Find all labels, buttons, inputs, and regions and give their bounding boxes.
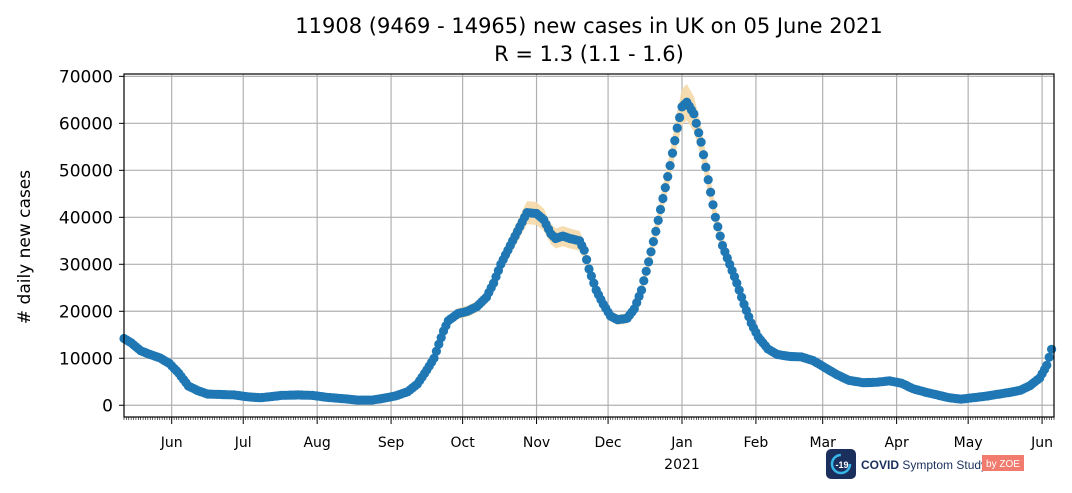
data-point — [706, 187, 716, 197]
data-point — [672, 123, 682, 133]
data-point — [1042, 360, 1052, 370]
y-tick-label: 20000 — [59, 302, 113, 322]
data-point — [663, 172, 673, 182]
gridlines — [124, 74, 1054, 417]
y-tick-label: 50000 — [59, 161, 113, 181]
x-tick-label: Jan — [670, 435, 693, 451]
logo-badge-text: -19 — [835, 460, 848, 470]
data-point — [431, 346, 441, 356]
data-point — [582, 255, 592, 265]
x-tick-label: Apr — [884, 435, 908, 451]
y-tick-label: 0 — [102, 396, 113, 416]
data-point — [660, 183, 670, 193]
data-point — [696, 137, 706, 147]
logo-badge — [826, 449, 856, 479]
data-point — [1047, 344, 1057, 354]
data-point — [689, 109, 699, 119]
data-point — [646, 247, 656, 257]
x-tick-label: Dec — [595, 435, 622, 451]
y-tick-label: 30000 — [59, 255, 113, 275]
data-point — [653, 215, 663, 225]
data-point — [715, 231, 725, 241]
data-point — [675, 112, 685, 123]
data-points — [119, 97, 1057, 405]
data-point — [698, 150, 709, 160]
data-point — [579, 245, 589, 255]
x-year-label: 2021 — [664, 457, 700, 473]
covid-symptom-study-logo: -19 COVID Symptom Study by ZOE — [826, 449, 1024, 479]
data-point — [651, 226, 661, 236]
data-point — [710, 212, 721, 222]
data-point — [648, 237, 659, 247]
data-point — [703, 175, 713, 185]
logo-partner: by ZOE — [986, 459, 1020, 470]
data-point — [429, 353, 439, 363]
x-tick-label: Nov — [523, 435, 550, 451]
data-point — [734, 285, 744, 295]
data-point — [713, 222, 723, 232]
data-point — [584, 264, 594, 274]
data-point — [639, 276, 649, 286]
x-tick-label: Jun — [1030, 435, 1053, 451]
x-tick-label: Feb — [744, 435, 769, 451]
data-point — [708, 200, 718, 210]
x-tick-label: Oct — [451, 435, 476, 451]
plot-frame — [123, 73, 1055, 418]
y-tick-label: 60000 — [59, 114, 113, 134]
data-point — [670, 136, 680, 146]
data-point — [641, 266, 651, 276]
logo-ring-icon — [830, 453, 852, 475]
axes: 0 10000 20000 30000 40000 50000 60000 70000 Jun J… — [59, 67, 1055, 473]
x-tick-label: Jun — [160, 435, 183, 451]
data-point — [701, 162, 711, 172]
data-point — [691, 118, 701, 128]
data-point — [732, 278, 742, 288]
x-tick-label: Jul — [234, 435, 252, 451]
logo-name: COVID Symptom Study — [861, 458, 987, 472]
data-point — [667, 148, 678, 158]
data-point — [644, 257, 654, 267]
y-tick-label: 10000 — [59, 349, 113, 369]
data-point — [586, 271, 597, 281]
data-point — [665, 161, 675, 171]
x-tick-label: Sep — [378, 435, 405, 451]
x-tick-label: Mar — [809, 435, 836, 451]
y-axis-label: # daily new cases — [15, 170, 35, 324]
data-point — [655, 204, 666, 215]
data-point — [1044, 352, 1054, 362]
x-tick-label: May — [954, 435, 983, 451]
data-point — [636, 285, 647, 295]
data-point — [694, 128, 704, 138]
y-tick-label: 70000 — [59, 67, 113, 87]
data-point — [737, 292, 747, 302]
data-point — [589, 278, 599, 288]
data-point — [658, 193, 668, 204]
chart-title: 11908 (9469 - 14965) new cases in UK on … — [295, 14, 882, 38]
y-tick-label: 40000 — [59, 208, 113, 228]
x-tick-label: Aug — [303, 435, 330, 451]
logo-partner-box — [982, 455, 1024, 471]
chart-subtitle: R = 1.3 (1.1 - 1.6) — [494, 42, 684, 66]
